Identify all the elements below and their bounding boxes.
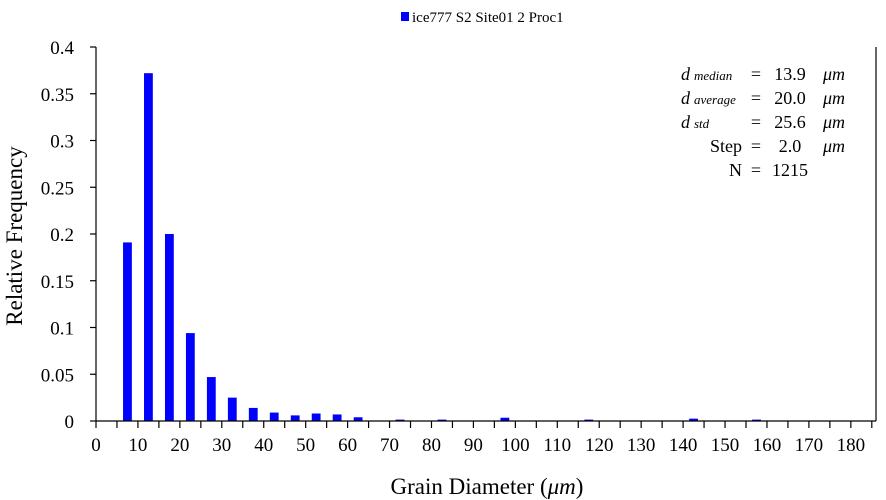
x-tick-label: 90 xyxy=(464,435,483,456)
y-tick-label: 0.4 xyxy=(50,38,74,59)
y-axis-label: Relative Frequency xyxy=(2,146,27,326)
stat-equals: = xyxy=(751,112,761,132)
stat-value: 2.0 xyxy=(779,136,802,156)
stat-subscript: median xyxy=(694,68,732,83)
stats-box: d median = 13.9 μm d average = 20.0 μm d std = 25.6 μm… xyxy=(681,64,845,180)
bar xyxy=(500,417,510,421)
stat-value: 13.9 xyxy=(774,64,806,84)
bar xyxy=(164,234,174,421)
bar xyxy=(311,413,321,421)
bar xyxy=(752,419,761,421)
x-tick-label: 50 xyxy=(296,435,315,456)
stat-equals: = xyxy=(751,160,761,180)
x-tick-label: 130 xyxy=(627,435,656,456)
y-tick-label: 0.05 xyxy=(41,365,74,386)
stat-equals: = xyxy=(751,136,761,156)
bar xyxy=(206,377,216,421)
x-tick-label: 70 xyxy=(380,435,399,456)
bar xyxy=(123,242,132,421)
stat-unit: μm xyxy=(822,136,845,156)
axes: 0 10 20 30 40 50 60 70 80 90 100 110 120 130 140 150 160… xyxy=(41,38,877,456)
stat-equals: = xyxy=(751,64,761,84)
x-tick-label: 30 xyxy=(212,435,231,456)
bar xyxy=(269,412,279,421)
bar xyxy=(437,419,447,421)
x-tick-label: 10 xyxy=(128,435,147,456)
stat-symbol: Step xyxy=(710,136,742,156)
y-tick-label: 0 xyxy=(65,412,75,433)
bar xyxy=(395,419,405,421)
legend-swatch xyxy=(401,12,409,21)
x-axis-label: Grain Diameter (μm) xyxy=(391,474,584,499)
bar xyxy=(144,73,153,422)
y-tick-label: 0.25 xyxy=(41,178,74,199)
stat-unit: μm xyxy=(822,88,845,108)
y-tick-label: 0.15 xyxy=(41,272,74,293)
stat-symbol: d std xyxy=(681,112,710,132)
bar xyxy=(353,417,363,421)
stat-subscript: std xyxy=(694,116,710,131)
x-tick-label: 110 xyxy=(543,435,571,456)
stat-equals: = xyxy=(751,88,761,108)
bar xyxy=(227,397,237,421)
stat-symbol: d average xyxy=(681,88,736,108)
x-tick-label: 140 xyxy=(669,435,698,456)
x-axis-label-close: ) xyxy=(576,474,584,499)
legend-label: ice777 S2 Site01 2 Proc1 xyxy=(412,10,564,26)
stat-unit: μm xyxy=(822,64,845,84)
x-tick-label: 120 xyxy=(585,435,614,456)
x-tick-label: 160 xyxy=(753,435,782,456)
x-tick-label: 40 xyxy=(254,435,273,456)
y-tick-label: 0.3 xyxy=(50,132,74,153)
stat-subscript: average xyxy=(694,92,736,107)
stat-symbol: d median xyxy=(681,64,732,84)
bar xyxy=(584,419,594,421)
x-tick-label: 150 xyxy=(711,435,740,456)
legend: ice777 S2 Site01 2 Proc1 xyxy=(401,10,564,26)
x-tick-label: 0 xyxy=(91,435,101,456)
bar xyxy=(290,415,300,421)
bar xyxy=(689,418,698,421)
stat-symbol: N xyxy=(729,160,742,180)
y-tick-label: 0.35 xyxy=(41,85,74,106)
y-tick-label: 0.2 xyxy=(50,225,74,246)
x-tick-label: 180 xyxy=(837,435,866,456)
x-tick-label: 20 xyxy=(170,435,189,456)
x-axis-label-unit: μm xyxy=(547,474,576,499)
stat-unit: μm xyxy=(822,112,845,132)
bar xyxy=(248,407,258,421)
x-axis-label-text: Grain Diameter ( xyxy=(391,474,548,499)
stat-value: 1215 xyxy=(772,160,808,180)
x-tick-label: 100 xyxy=(501,435,530,456)
x-tick-label: 170 xyxy=(795,435,824,456)
y-tick-label: 0.1 xyxy=(50,319,74,340)
stat-value: 25.6 xyxy=(774,112,806,132)
x-tick-label: 60 xyxy=(338,435,357,456)
stat-value: 20.0 xyxy=(774,88,806,108)
bar xyxy=(332,414,342,421)
bar xyxy=(185,333,195,421)
x-tick-label: 80 xyxy=(422,435,441,456)
